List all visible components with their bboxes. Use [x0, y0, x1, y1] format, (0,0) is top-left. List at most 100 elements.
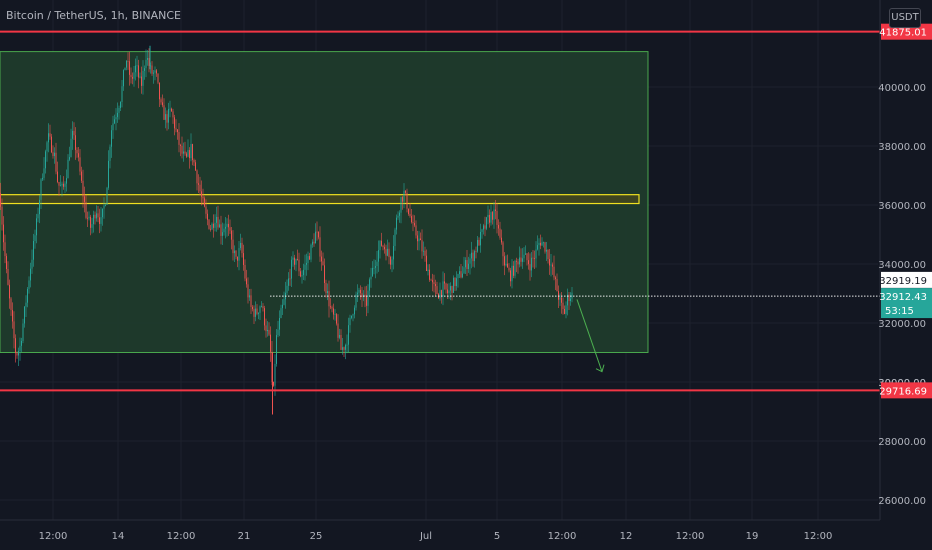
- candle-body: [370, 276, 372, 280]
- candle-body: [196, 170, 198, 184]
- candle-body: [148, 58, 150, 66]
- candle-body: [475, 251, 477, 252]
- candle-body: [190, 144, 192, 159]
- candle-body: [184, 151, 186, 154]
- candle-body: [391, 259, 393, 265]
- candle-body: [298, 259, 300, 272]
- candle-body: [240, 242, 241, 249]
- candle-body: [420, 238, 421, 241]
- candle-body: [159, 82, 160, 100]
- candle-body: [516, 260, 517, 262]
- candle-body: [364, 294, 366, 297]
- candle-body: [474, 251, 475, 262]
- candle-body: [247, 284, 249, 298]
- candle-body: [304, 264, 306, 270]
- candle-body: [378, 250, 379, 262]
- candle-body: [459, 271, 460, 275]
- candle-body: [208, 219, 210, 229]
- candle-body: [286, 285, 288, 293]
- candle-body: [283, 299, 285, 305]
- candle-body: [330, 306, 331, 308]
- candle-body: [54, 152, 55, 157]
- candle-body: [168, 108, 169, 123]
- crosshair-price-bg: [881, 271, 932, 288]
- candle-body: [177, 129, 178, 133]
- candle-body: [345, 345, 346, 350]
- candle-body: [235, 250, 237, 257]
- candle-body: [138, 65, 139, 78]
- candle-body: [282, 304, 283, 309]
- candle-body: [57, 171, 58, 182]
- candle-body: [379, 240, 381, 251]
- candle-body: [219, 224, 220, 228]
- candle-body: [531, 257, 532, 271]
- candle-body: [48, 133, 49, 143]
- levels: [0, 30, 880, 392]
- candle-body: [462, 273, 463, 278]
- candle-body: [129, 61, 130, 75]
- candle-body: [15, 338, 16, 354]
- candle-body: [456, 278, 457, 287]
- candle-body: [262, 306, 264, 309]
- candle-body: [0, 193, 1, 207]
- candle-body: [106, 187, 108, 205]
- candle-body: [544, 242, 546, 252]
- candle-body: [327, 291, 328, 294]
- candle-body: [90, 216, 91, 228]
- candle-body: [27, 288, 28, 303]
- candle-body: [58, 181, 60, 186]
- candle-body: [279, 317, 280, 330]
- candle-body: [292, 257, 294, 260]
- candle-body: [507, 263, 508, 268]
- candle-body: [325, 282, 327, 294]
- candle-body: [207, 213, 208, 220]
- candle-body: [342, 347, 343, 350]
- candle-body: [258, 312, 259, 314]
- candle-body: [510, 270, 511, 282]
- candle-body: [153, 72, 154, 74]
- candle-body: [102, 208, 103, 218]
- candle-body: [28, 280, 30, 289]
- candle-body: [192, 144, 193, 161]
- candle-body: [16, 353, 18, 356]
- currency-badge[interactable]: USDT: [889, 8, 921, 28]
- candle-body: [499, 228, 501, 238]
- candle-body: [567, 294, 568, 306]
- candle-body: [369, 279, 370, 291]
- candle-body: [331, 307, 333, 309]
- candle-body: [498, 224, 499, 229]
- x-tick-label: 19: [746, 531, 759, 542]
- candle-body: [246, 278, 247, 285]
- candle-body: [396, 217, 397, 230]
- candle-body: [496, 210, 498, 225]
- candle-body: [400, 197, 402, 213]
- candle-body: [358, 289, 360, 293]
- candle-body: [492, 212, 493, 220]
- candle-body: [375, 266, 376, 268]
- candle-body: [255, 308, 256, 317]
- candle-body: [307, 256, 309, 264]
- y-tick-label: 34000.00: [878, 260, 926, 271]
- x-tick-label: 12:00: [167, 531, 196, 542]
- candle-body: [523, 254, 525, 259]
- candle-body: [40, 179, 42, 200]
- candle-body: [265, 325, 267, 332]
- candle-body: [85, 202, 87, 218]
- candle-body: [442, 281, 444, 296]
- candle-body: [100, 217, 102, 224]
- candle-body: [280, 308, 282, 318]
- candle-body: [417, 235, 418, 242]
- candle-body: [124, 67, 126, 71]
- candle-body: [78, 153, 79, 158]
- candle-body: [52, 152, 54, 157]
- candle-body: [130, 74, 132, 78]
- candle-body: [490, 212, 492, 223]
- candle-body: [13, 321, 15, 339]
- candle-body: [445, 283, 447, 290]
- x-tick-label: Jul: [419, 531, 432, 542]
- candle-body: [139, 76, 141, 78]
- candle-body: [477, 240, 478, 252]
- candle-body: [81, 171, 82, 181]
- candle-body: [63, 183, 64, 187]
